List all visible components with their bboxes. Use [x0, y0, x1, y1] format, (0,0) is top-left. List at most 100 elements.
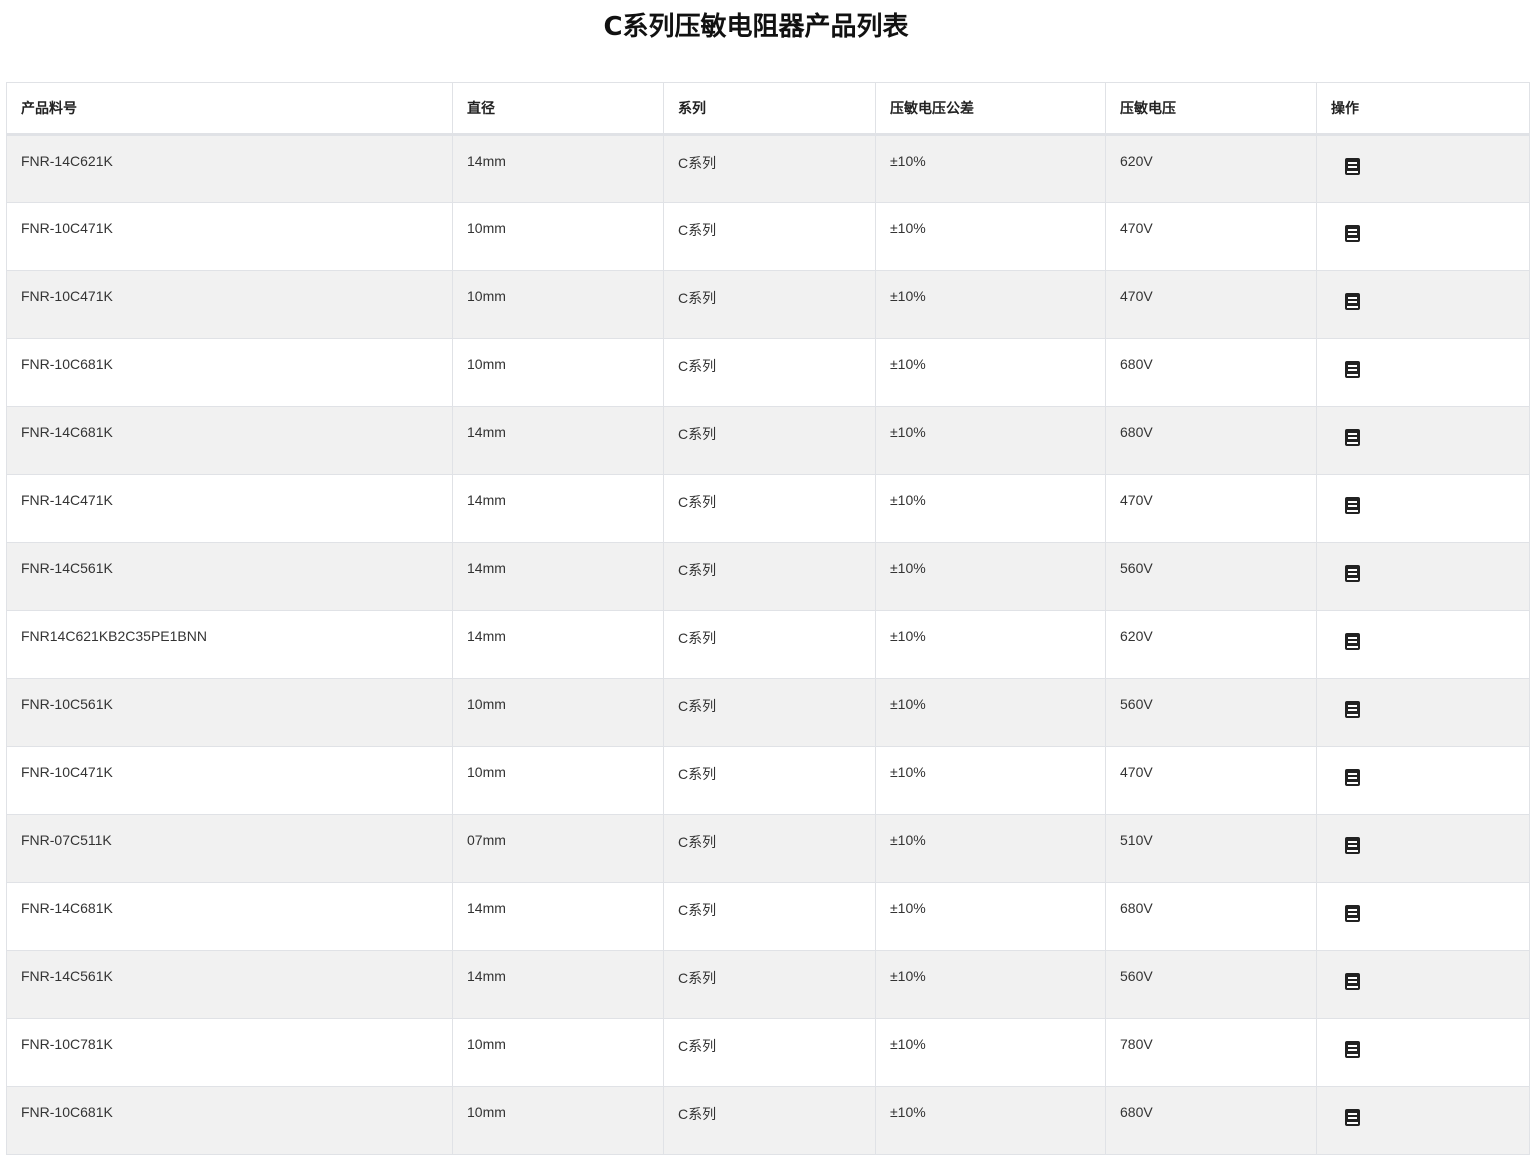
cell-voltage: 560V — [1105, 950, 1317, 1019]
header-voltage: 压敏电压 — [1105, 82, 1317, 136]
cell-part-number: FNR-14C681K — [6, 406, 453, 475]
cell-voltage: 780V — [1105, 1018, 1317, 1087]
cell-diameter: 10mm — [452, 746, 664, 815]
book-icon[interactable] — [1345, 701, 1360, 718]
cell-diameter: 14mm — [452, 406, 664, 475]
cell-tolerance: ±10% — [875, 1086, 1106, 1155]
cell-series: C系列 — [663, 950, 876, 1019]
cell-action — [1316, 1018, 1530, 1087]
cell-tolerance: ±10% — [875, 406, 1106, 475]
cell-voltage: 680V — [1105, 1086, 1317, 1155]
table-header: 产品料号 直径 系列 压敏电压公差 压敏电压 操作 — [6, 82, 1530, 136]
cell-diameter: 10mm — [452, 1086, 664, 1155]
book-icon[interactable] — [1345, 973, 1360, 990]
table-row: FNR-14C621K 14mm C系列 ±10% 620V — [6, 134, 1530, 203]
cell-diameter: 10mm — [452, 270, 664, 339]
table-row: FNR-07C511K 07mm C系列 ±10% 510V — [6, 814, 1530, 883]
book-icon[interactable] — [1345, 837, 1360, 854]
cell-tolerance: ±10% — [875, 610, 1106, 679]
cell-tolerance: ±10% — [875, 134, 1106, 203]
table-row: FNR-14C561K 14mm C系列 ±10% 560V — [6, 542, 1530, 611]
cell-part-number: FNR-10C681K — [6, 338, 453, 407]
cell-diameter: 10mm — [452, 1018, 664, 1087]
book-icon[interactable] — [1345, 905, 1360, 922]
cell-series: C系列 — [663, 542, 876, 611]
cell-series: C系列 — [663, 134, 876, 203]
cell-part-number: FNR-10C471K — [6, 270, 453, 339]
cell-action — [1316, 882, 1530, 951]
cell-voltage: 620V — [1105, 610, 1317, 679]
cell-action — [1316, 950, 1530, 1019]
book-icon[interactable] — [1345, 1109, 1360, 1126]
cell-voltage: 470V — [1105, 746, 1317, 815]
cell-series: C系列 — [663, 338, 876, 407]
cell-part-number: FNR-10C471K — [6, 746, 453, 815]
table-row: FNR14C621KB2C35PE1BNN 14mm C系列 ±10% 620V — [6, 610, 1530, 679]
cell-part-number: FNR-14C471K — [6, 474, 453, 543]
cell-voltage: 680V — [1105, 338, 1317, 407]
cell-voltage: 470V — [1105, 202, 1317, 271]
cell-action — [1316, 202, 1530, 271]
cell-voltage: 560V — [1105, 542, 1317, 611]
cell-action — [1316, 610, 1530, 679]
cell-tolerance: ±10% — [875, 338, 1106, 407]
book-icon[interactable] — [1345, 769, 1360, 786]
cell-voltage: 470V — [1105, 270, 1317, 339]
book-icon[interactable] — [1345, 1041, 1360, 1058]
cell-part-number: FNR-10C681K — [6, 1086, 453, 1155]
table-row: FNR-10C471K 10mm C系列 ±10% 470V — [6, 270, 1530, 339]
cell-diameter: 14mm — [452, 950, 664, 1019]
cell-action — [1316, 270, 1530, 339]
book-icon[interactable] — [1345, 633, 1360, 650]
book-icon[interactable] — [1345, 497, 1360, 514]
cell-action — [1316, 474, 1530, 543]
cell-action — [1316, 542, 1530, 611]
cell-voltage: 620V — [1105, 134, 1317, 203]
cell-diameter: 10mm — [452, 202, 664, 271]
table-row: FNR-14C561K 14mm C系列 ±10% 560V — [6, 950, 1530, 1019]
cell-tolerance: ±10% — [875, 950, 1106, 1019]
cell-series: C系列 — [663, 1018, 876, 1087]
book-icon[interactable] — [1345, 225, 1360, 242]
table-row: FNR-10C781K 10mm C系列 ±10% 780V — [6, 1018, 1530, 1087]
cell-series: C系列 — [663, 202, 876, 271]
table-row: FNR-10C561K 10mm C系列 ±10% 560V — [6, 678, 1530, 747]
book-icon[interactable] — [1345, 158, 1360, 175]
cell-diameter: 10mm — [452, 338, 664, 407]
cell-diameter: 14mm — [452, 134, 664, 203]
cell-tolerance: ±10% — [875, 746, 1106, 815]
cell-tolerance: ±10% — [875, 882, 1106, 951]
cell-series: C系列 — [663, 678, 876, 747]
header-action: 操作 — [1316, 82, 1530, 136]
cell-series: C系列 — [663, 882, 876, 951]
cell-part-number: FNR14C621KB2C35PE1BNN — [6, 610, 453, 679]
cell-voltage: 680V — [1105, 406, 1317, 475]
cell-action — [1316, 746, 1530, 815]
cell-diameter: 07mm — [452, 814, 664, 883]
cell-action — [1316, 1086, 1530, 1155]
book-icon[interactable] — [1345, 565, 1360, 582]
cell-tolerance: ±10% — [875, 474, 1106, 543]
cell-part-number: FNR-10C781K — [6, 1018, 453, 1087]
cell-action — [1316, 338, 1530, 407]
book-icon[interactable] — [1345, 293, 1360, 310]
book-icon[interactable] — [1345, 429, 1360, 446]
cell-tolerance: ±10% — [875, 542, 1106, 611]
cell-series: C系列 — [663, 270, 876, 339]
cell-series: C系列 — [663, 746, 876, 815]
header-series: 系列 — [663, 82, 876, 136]
cell-diameter: 10mm — [452, 678, 664, 747]
cell-action — [1316, 678, 1530, 747]
cell-part-number: FNR-10C471K — [6, 202, 453, 271]
book-icon[interactable] — [1345, 361, 1360, 378]
cell-diameter: 14mm — [452, 542, 664, 611]
cell-series: C系列 — [663, 814, 876, 883]
table-row: FNR-14C471K 14mm C系列 ±10% 470V — [6, 474, 1530, 543]
cell-tolerance: ±10% — [875, 814, 1106, 883]
cell-series: C系列 — [663, 1086, 876, 1155]
cell-part-number: FNR-14C561K — [6, 950, 453, 1019]
cell-part-number: FNR-07C511K — [6, 814, 453, 883]
cell-tolerance: ±10% — [875, 202, 1106, 271]
cell-tolerance: ±10% — [875, 270, 1106, 339]
cell-series: C系列 — [663, 406, 876, 475]
